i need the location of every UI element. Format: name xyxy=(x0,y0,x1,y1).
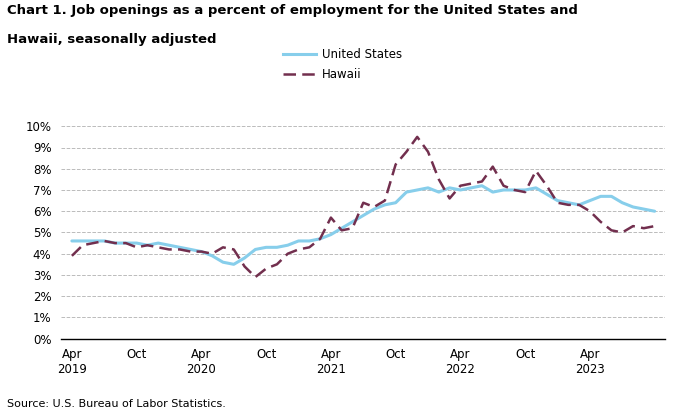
Text: Hawaii, seasonally adjusted: Hawaii, seasonally adjusted xyxy=(7,33,217,46)
Text: Chart 1. Job openings as a percent of employment for the United States and: Chart 1. Job openings as a percent of em… xyxy=(7,4,578,17)
Legend: United States, Hawaii: United States, Hawaii xyxy=(278,43,407,86)
Text: Source: U.S. Bureau of Labor Statistics.: Source: U.S. Bureau of Labor Statistics. xyxy=(7,399,225,409)
